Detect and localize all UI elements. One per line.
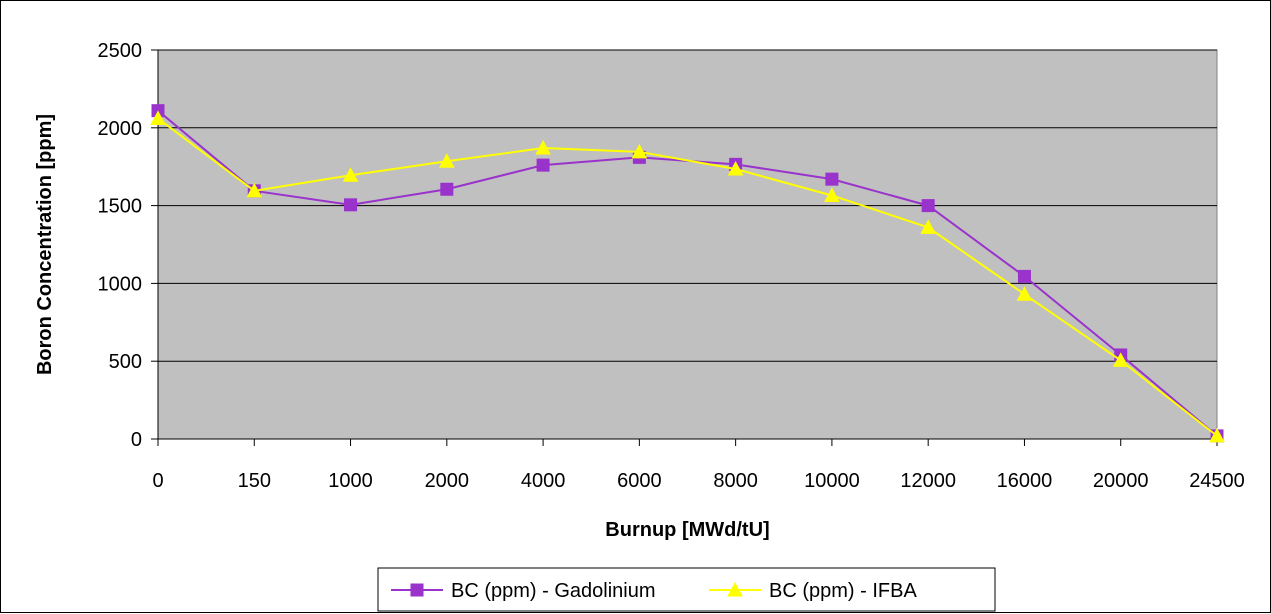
x-tick-label: 10000 [804,470,860,492]
y-axis-title: Boron Concentration [ppm] [34,114,56,375]
data-point [921,199,935,213]
data-point [1112,352,1129,367]
data-point [440,182,454,196]
legend: BC (ppm) - Gadolinium BC (ppm) - IFBA [377,567,996,612]
gridlines [158,49,1217,362]
data-point [920,219,937,234]
legend-marker [727,581,743,597]
data-point [824,187,840,202]
x-tick-label: 4000 [521,470,566,492]
x-tick-label: 150 [238,470,271,492]
data-point [438,153,455,168]
series-layer [150,104,1225,443]
plot-area [157,49,1218,440]
legend-marker [410,583,424,597]
x-tick-label: 16000 [997,470,1053,492]
data-point [825,172,839,186]
data-point [246,182,263,198]
y-tick-label: 2000 [98,118,143,140]
x-tick-label: 12000 [900,470,956,492]
y-tick-label: 1500 [98,196,143,218]
data-point [1209,427,1225,443]
x-tick-label: 20000 [1093,470,1149,492]
x-tick-label: 1000 [328,470,373,492]
data-point [535,139,551,155]
data-point [344,198,358,212]
y-tick-label: 1000 [98,273,143,295]
x-tick-label: 8000 [713,470,758,492]
data-point [1016,286,1033,301]
series-line [157,117,1218,437]
legend-item-2: BC (ppm) - IFBA [709,580,917,602]
x-tick-labels: 0 150 1000 2000 4000 6000 8000 10000 12000 16000 2… [152,470,1244,492]
y-tick-label: 0 [131,429,142,451]
y-tick-labels: 0 500 1000 1500 2000 2500 [98,40,143,451]
data-point [631,143,648,159]
data-point [536,158,550,172]
x-tick-label: 24500 [1189,470,1245,492]
data-point [150,110,166,125]
legend-label: BC (ppm) - IFBA [769,580,917,602]
data-point [342,167,359,182]
data-point [1017,269,1031,283]
legend-box [377,567,996,612]
legend-label: BC (ppm) - Gadolinium [451,580,656,602]
x-tick-label: 0 [152,470,163,492]
y-tick-label: 2500 [98,40,143,62]
data-point [727,160,744,176]
y-tick-label: 500 [109,351,142,373]
x-axis-title: Burnup [MWd/tU] [605,519,769,541]
series-2 [150,110,1225,443]
x-tick-label: 2000 [425,470,470,492]
x-tick-label: 6000 [617,470,662,492]
legend-item-1: BC (ppm) - Gadolinium [391,580,656,602]
